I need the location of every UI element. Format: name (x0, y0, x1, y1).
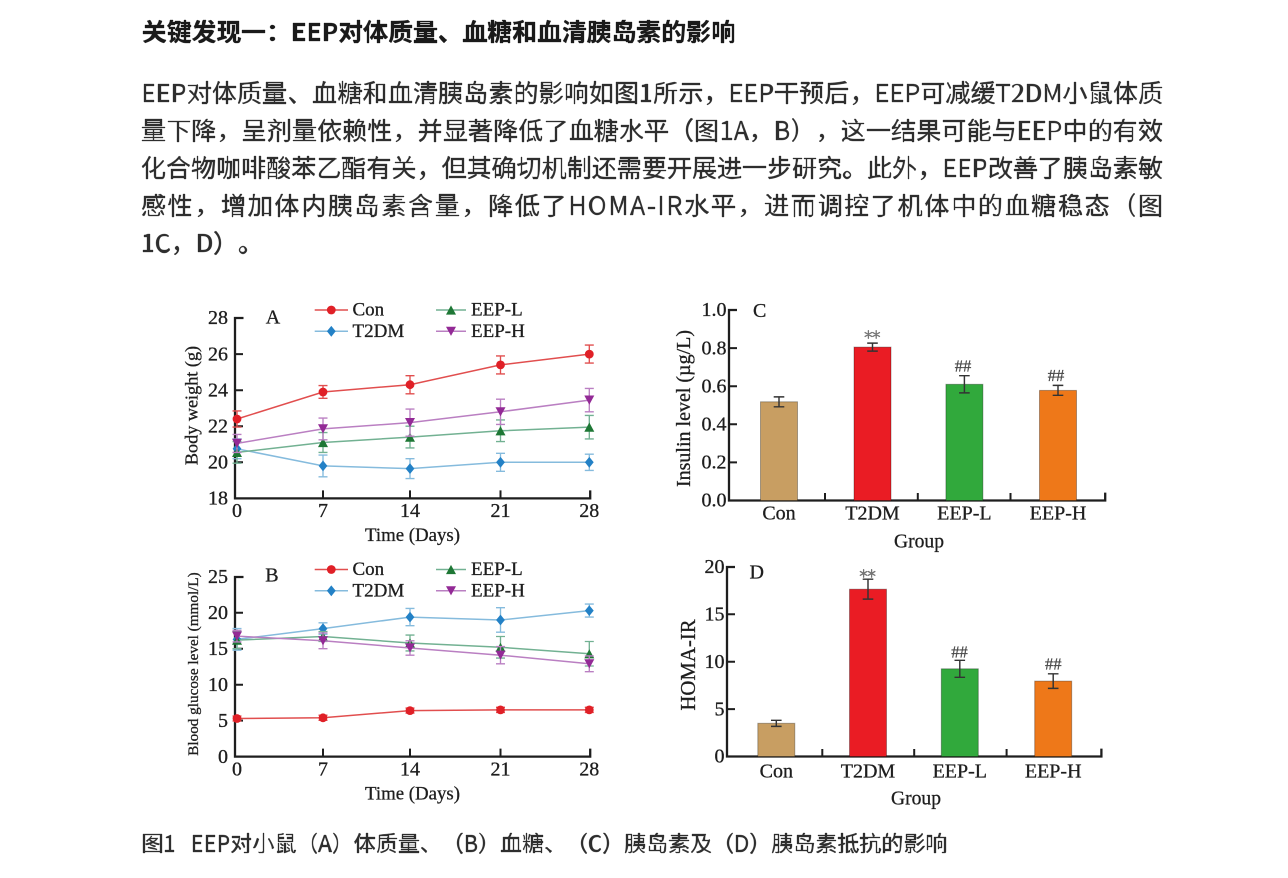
svg-text:Body weight (g): Body weight (g) (182, 346, 203, 465)
svg-text:HOMA-IR: HOMA-IR (677, 619, 700, 710)
svg-text:EEP-L: EEP-L (471, 559, 523, 580)
svg-text:EEP-L: EEP-L (933, 761, 987, 783)
svg-text:10: 10 (208, 674, 228, 696)
svg-text:15: 15 (705, 604, 725, 626)
svg-text:##: ## (951, 643, 968, 662)
svg-text:Con: Con (353, 559, 385, 580)
svg-text:28: 28 (579, 758, 599, 780)
svg-text:7: 7 (318, 758, 328, 780)
svg-text:7: 7 (318, 500, 328, 522)
svg-text:14: 14 (400, 758, 420, 780)
svg-text:10: 10 (705, 651, 725, 673)
svg-text:EEP-L: EEP-L (471, 300, 523, 321)
svg-text:T2DM: T2DM (841, 761, 896, 783)
svg-text:18: 18 (208, 488, 228, 510)
svg-text:21: 21 (491, 500, 511, 522)
svg-text:20: 20 (208, 602, 228, 624)
svg-text:14: 14 (400, 500, 420, 522)
svg-text:##: ## (1048, 366, 1065, 385)
svg-text:28: 28 (208, 307, 228, 329)
svg-text:0.2: 0.2 (702, 452, 727, 474)
svg-text:25: 25 (208, 566, 228, 588)
svg-text:T2DM: T2DM (353, 321, 405, 342)
svg-text:28: 28 (579, 500, 599, 522)
svg-text:26: 26 (208, 343, 228, 365)
svg-text:EEP-H: EEP-H (1030, 503, 1087, 525)
svg-text:0: 0 (232, 500, 242, 522)
svg-text:Blood glucose level (mmol/L): Blood glucose level (mmol/L) (185, 572, 202, 755)
svg-text:Con: Con (760, 761, 793, 783)
svg-text:5: 5 (218, 710, 228, 732)
svg-text:0: 0 (232, 758, 242, 780)
svg-text:EEP-H: EEP-H (471, 321, 525, 342)
svg-text:T2DM: T2DM (845, 503, 900, 525)
svg-text:0: 0 (715, 746, 725, 768)
svg-text:5: 5 (715, 698, 725, 720)
svg-text:##: ## (955, 357, 972, 376)
svg-text:0.0: 0.0 (702, 490, 727, 512)
svg-text:20: 20 (208, 452, 228, 474)
svg-text:Time (Days): Time (Days) (365, 525, 460, 546)
svg-text:21: 21 (491, 758, 511, 780)
svg-text:Time (Days): Time (Days) (365, 784, 460, 805)
svg-text:B: B (265, 565, 278, 587)
svg-text:1.0: 1.0 (702, 299, 727, 321)
svg-text:EEP-H: EEP-H (471, 581, 525, 602)
svg-text:Con: Con (762, 503, 795, 525)
svg-text:EEP-H: EEP-H (1025, 761, 1082, 783)
svg-text:A: A (266, 307, 281, 329)
svg-text:C: C (753, 300, 766, 322)
svg-text:15: 15 (208, 638, 228, 660)
svg-text:EEP-L: EEP-L (937, 503, 991, 525)
svg-text:Group: Group (891, 789, 941, 810)
svg-text:Group: Group (894, 532, 944, 553)
svg-text:22: 22 (208, 415, 228, 437)
svg-text:24: 24 (208, 379, 228, 401)
svg-text:0.8: 0.8 (702, 337, 727, 359)
svg-text:##: ## (1045, 655, 1062, 674)
svg-text:Insulin level (µg/L): Insulin level (µg/L) (673, 330, 695, 487)
svg-text:20: 20 (705, 556, 725, 578)
svg-text:D: D (750, 561, 764, 583)
svg-text:0.4: 0.4 (702, 414, 727, 436)
svg-text:0: 0 (218, 746, 228, 768)
svg-text:0.6: 0.6 (702, 375, 727, 397)
svg-text:Con: Con (353, 300, 385, 321)
svg-text:T2DM: T2DM (353, 581, 405, 602)
